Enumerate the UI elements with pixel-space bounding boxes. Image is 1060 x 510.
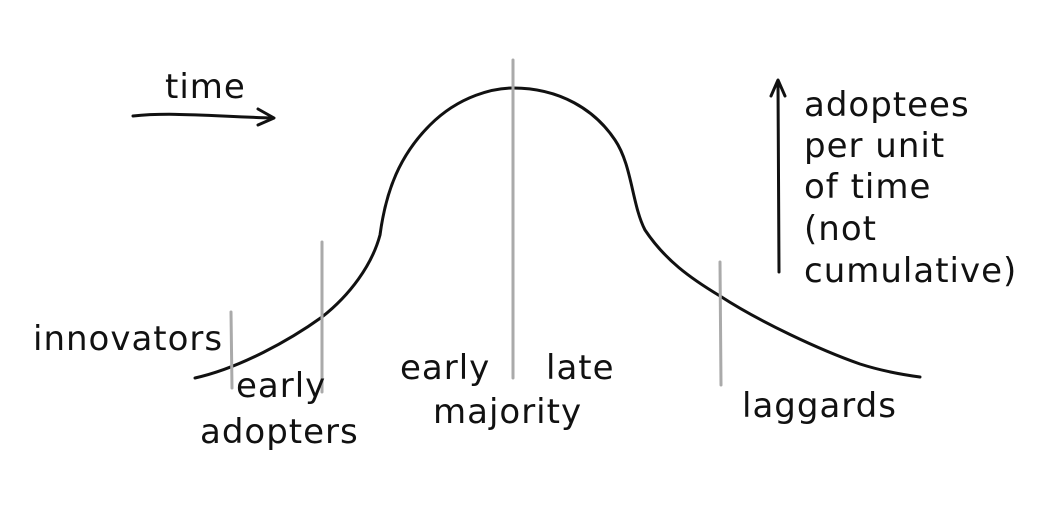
y-axis-arrow [776, 80, 781, 274]
y-axis-label-line-4: (not [804, 209, 877, 249]
time-label: time [165, 67, 246, 107]
time-arrow-head-icon [256, 107, 276, 127]
y-axis-arrow-head-icon [769, 78, 787, 98]
y-axis-label-line-1: adoptees [804, 85, 970, 125]
adoption-curve [193, 86, 922, 380]
y-axis-label-line-3: of time [804, 167, 931, 207]
divider-late-majority-laggards [718, 260, 723, 387]
divider-innovators-early-adopters [229, 310, 234, 390]
early-adopters-label-line-2: adopters [200, 412, 359, 452]
time-arrow [131, 112, 274, 120]
majority-label: majority [433, 392, 582, 432]
early-majority-label: early [400, 348, 490, 388]
y-axis-label-line-2: per unit [804, 126, 945, 166]
laggards-label: laggards [742, 386, 897, 426]
y-axis-label-line-5: cumulative) [804, 251, 1017, 291]
late-majority-label: late [546, 348, 615, 388]
innovators-label: innovators [33, 319, 223, 359]
early-adopters-label-line-1: early [236, 366, 326, 406]
